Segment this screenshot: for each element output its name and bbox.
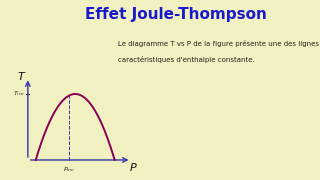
Text: P: P xyxy=(130,163,137,173)
Text: $T_{inv}$: $T_{inv}$ xyxy=(13,89,25,98)
Text: T: T xyxy=(18,73,24,82)
Text: caractéristiques d'enthalpie constante.: caractéristiques d'enthalpie constante. xyxy=(118,56,255,63)
Text: Le diagramme T vs P de la figure présente une des lignes: Le diagramme T vs P de la figure présent… xyxy=(118,40,319,47)
Text: Effet Joule-Thompson: Effet Joule-Thompson xyxy=(85,7,267,22)
Text: $P_{inv}$: $P_{inv}$ xyxy=(63,165,76,174)
